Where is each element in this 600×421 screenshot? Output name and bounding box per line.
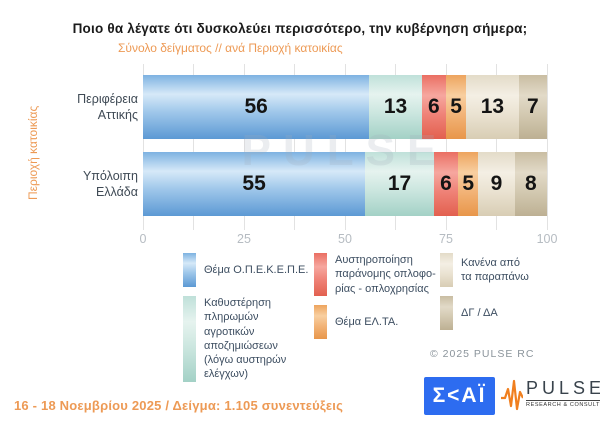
bar-segment: 13 <box>369 75 422 139</box>
bar-segment: 17 <box>365 152 434 216</box>
legend-label: Θέμα Ο.Π.Ε.Κ.Ε.Π.Ε. <box>204 263 309 276</box>
legend-item: Θέμα ΕΛ.ΤΑ. <box>314 304 440 339</box>
gridline <box>395 64 396 230</box>
legend-swatch <box>440 253 453 287</box>
bar-row: 56 13 6 5 13 7 <box>143 75 547 139</box>
bar-segment: 7 <box>518 75 547 139</box>
bar-row: 55 17 6 5 9 8 <box>143 152 547 216</box>
bar-segment: 13 <box>466 75 519 139</box>
legend-label: Αυστηροποίηση παράνομης οπλοφο- ρίας - ο… <box>335 254 436 295</box>
legend-label: ΔΓ / ΔΑ <box>461 306 498 319</box>
category-label: Υπόλοιπη Ελλάδα <box>82 169 138 200</box>
legend-swatch <box>183 253 196 287</box>
pulse-logo-word: PULSE <box>526 378 600 398</box>
legend-swatch <box>440 296 453 330</box>
x-tick-label: 50 <box>338 232 352 246</box>
legend-swatch <box>314 304 327 339</box>
bar-segment: 8 <box>514 152 547 216</box>
legend-column: Κανένα από τα παραπάνω ΔΓ / ΔΑ <box>440 253 558 330</box>
x-tick-label: 0 <box>139 232 147 246</box>
bar-segment: 5 <box>445 75 467 139</box>
legend-item: ΔΓ / ΔΑ <box>440 296 558 330</box>
pulse-logo: PULSE RESEARCH & CONSULTING <box>501 376 600 414</box>
pulse-logo-subtitle: RESEARCH & CONSULTING <box>526 399 600 408</box>
plot-area: PULSE 0 25 50 75 100 56 13 6 5 13 7 55 17 6 5 9 8 <box>140 64 557 246</box>
gridline <box>142 64 144 230</box>
x-tick-label: 100 <box>536 232 558 246</box>
gridline <box>546 64 548 230</box>
bar-segment: 55 <box>143 152 366 216</box>
skai-logo-text: Σ<ΑΪ <box>432 384 487 407</box>
gridline <box>294 64 295 230</box>
legend-label: Θέμα ΕΛ.ΤΑ. <box>335 315 399 328</box>
legend-label: Καθυστέρηση πληρωμών αγροτικών αποζημιώσ… <box>204 297 287 381</box>
gridline <box>193 64 194 230</box>
chart-subtitle: Σύνολο δείγματος // ανά Περιοχή κατοικία… <box>118 41 343 55</box>
copyright-text: © 2025 PULSE RC <box>430 348 535 360</box>
fieldwork-sample-note: 16 - 18 Νοεμβρίου 2025 / Δείγμα: 1.105 σ… <box>14 398 344 413</box>
gridline <box>445 64 447 230</box>
gridline <box>344 64 346 230</box>
bar-segment: 5 <box>458 152 479 216</box>
legend-item: Αυστηροποίηση παράνομης οπλοφο- ρίας - ο… <box>314 253 440 296</box>
pulse-waveform-icon <box>501 379 523 411</box>
legend-item: Κανένα από τα παραπάνω <box>440 253 558 287</box>
pulse-logo-text-block: PULSE RESEARCH & CONSULTING <box>526 376 600 414</box>
x-tick-label: 25 <box>237 232 251 246</box>
x-tick-label: 75 <box>439 232 453 246</box>
bar-segment: 6 <box>433 152 459 216</box>
category-label: Περιφέρεια Αττικής <box>77 92 138 123</box>
skai-logo: Σ<ΑΪ <box>424 377 495 415</box>
legend-column: Θέμα Ο.Π.Ε.Κ.Ε.Π.Ε. Καθυστέρηση πληρωμών … <box>183 253 311 382</box>
legend-item: Καθυστέρηση πληρωμών αγροτικών αποζημιώσ… <box>183 296 311 382</box>
legend-item: Θέμα Ο.Π.Ε.Κ.Ε.Π.Ε. <box>183 253 311 287</box>
bar-segment: 56 <box>143 75 370 139</box>
gridline <box>243 64 245 230</box>
bar-segment: 9 <box>478 152 515 216</box>
bar-segment: 6 <box>421 75 446 139</box>
legend-column: Αυστηροποίηση παράνομης οπλοφο- ρίας - ο… <box>314 253 440 339</box>
legend-label: Κανένα από τα παραπάνω <box>461 256 529 283</box>
legend-swatch <box>314 253 327 296</box>
page-title: Ποιο θα λέγατε ότι δυσκολεύει περισσότερ… <box>72 21 528 36</box>
legend-swatch <box>183 296 196 382</box>
gridline <box>496 64 497 230</box>
